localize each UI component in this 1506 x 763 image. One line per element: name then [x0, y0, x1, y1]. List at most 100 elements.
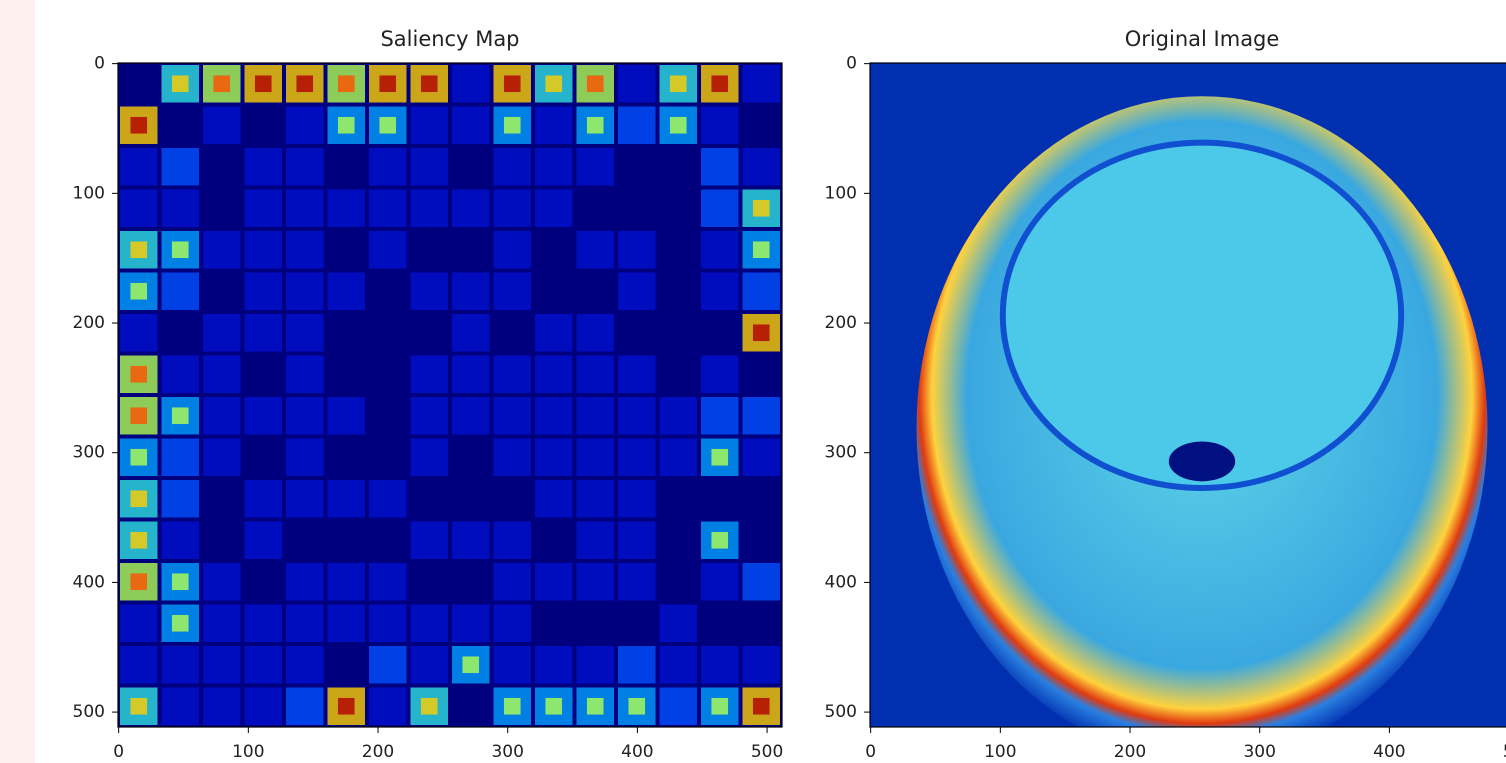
- saliency-patch: [162, 688, 200, 726]
- saliency-patch: [162, 522, 200, 560]
- saliency-patch: [286, 605, 324, 643]
- saliency-patch: [286, 231, 324, 269]
- saliency-patch: [369, 148, 407, 186]
- saliency-patch: [369, 605, 407, 643]
- saliency-patch: [286, 190, 324, 228]
- saliency-patch: [286, 314, 324, 352]
- saliency-patch: [245, 148, 283, 186]
- saliency-patch: [245, 522, 283, 560]
- saliency-patch: [452, 65, 490, 103]
- saliency-patch: [369, 646, 407, 684]
- saliency-patch: [369, 688, 407, 726]
- saliency-patch: [743, 397, 781, 435]
- x-tick-label: 400: [1373, 742, 1405, 762]
- saliency-patch: [203, 397, 241, 435]
- saliency-patch: [618, 439, 656, 477]
- saliency-patch: [618, 65, 656, 103]
- saliency-patch: [535, 314, 573, 352]
- saliency-patch: [452, 397, 490, 435]
- saliency-patch: [618, 356, 656, 394]
- saliency-hot: [711, 532, 728, 549]
- saliency-patch: [286, 439, 324, 477]
- saliency-patch: [535, 148, 573, 186]
- saliency-patch: [203, 605, 241, 643]
- saliency-patch: [245, 688, 283, 726]
- saliency-patch: [535, 397, 573, 435]
- saliency-patch: [203, 314, 241, 352]
- image: [118, 63, 782, 727]
- saliency-patch: [452, 190, 490, 228]
- saliency-hot: [338, 698, 355, 715]
- saliency-hot: [711, 449, 728, 466]
- saliency-patch: [494, 397, 532, 435]
- saliency-patch: [203, 646, 241, 684]
- saliency-patch: [494, 231, 532, 269]
- saliency-patch: [411, 107, 449, 145]
- saliency-patch: [203, 107, 241, 145]
- y-tick-label: 500: [73, 702, 105, 722]
- saliency-patch: [577, 148, 615, 186]
- x-tick-label: 0: [113, 742, 124, 762]
- saliency-patch: [535, 107, 573, 145]
- saliency-patch: [328, 480, 366, 518]
- saliency-hot: [421, 698, 438, 715]
- y-tick-label: 400: [825, 572, 857, 592]
- y-tick-label: 0: [94, 54, 105, 74]
- saliency-patch: [203, 231, 241, 269]
- saliency-hot: [172, 615, 189, 632]
- saliency-patch: [701, 231, 739, 269]
- saliency-hot: [296, 75, 313, 92]
- saliency-patch: [577, 439, 615, 477]
- saliency-patch: [411, 148, 449, 186]
- y-tick-label: 300: [825, 443, 857, 463]
- saliency-patch: [162, 273, 200, 311]
- saliency-patch: [494, 190, 532, 228]
- saliency-patch: [452, 356, 490, 394]
- saliency-patch: [245, 314, 283, 352]
- saliency-patch: [452, 314, 490, 352]
- saliency-hot: [130, 698, 147, 715]
- saliency-patch: [701, 273, 739, 311]
- saliency-patch: [286, 356, 324, 394]
- saliency-patch: [618, 646, 656, 684]
- saliency-hot: [587, 75, 604, 92]
- saliency-patch: [494, 356, 532, 394]
- saliency-patch: [245, 480, 283, 518]
- saliency-patch: [411, 439, 449, 477]
- saliency-patch: [577, 356, 615, 394]
- saliency-hot: [172, 75, 189, 92]
- saliency-patch: [328, 273, 366, 311]
- x-tick-label: 0: [865, 742, 876, 762]
- saliency-hot: [421, 75, 438, 92]
- x-tick-label: 200: [1114, 742, 1146, 762]
- y-tick-label: 200: [73, 313, 105, 333]
- saliency-patch: [162, 646, 200, 684]
- saliency-patch: [618, 231, 656, 269]
- saliency-patch: [286, 563, 324, 601]
- saliency-patch: [494, 148, 532, 186]
- saliency-patch: [369, 190, 407, 228]
- saliency-hot: [130, 283, 147, 300]
- saliency-patch: [701, 148, 739, 186]
- saliency-patch: [286, 480, 324, 518]
- x-tick-label: 100: [232, 742, 264, 762]
- saliency-patch: [701, 563, 739, 601]
- saliency-patch: [618, 563, 656, 601]
- saliency-hot: [670, 117, 687, 134]
- y-tick-label: 100: [825, 183, 857, 203]
- saliency-hot: [504, 75, 521, 92]
- saliency-hot: [628, 698, 645, 715]
- saliency-hot: [130, 117, 147, 134]
- saliency-hot: [711, 75, 728, 92]
- saliency-patch: [245, 397, 283, 435]
- saliency-patch: [411, 273, 449, 311]
- saliency-patch: [328, 190, 366, 228]
- saliency-hot: [670, 75, 687, 92]
- saliency-patch: [618, 273, 656, 311]
- saliency-patch: [286, 148, 324, 186]
- saliency-patch: [286, 688, 324, 726]
- saliency-patch: [286, 646, 324, 684]
- saliency-patch: [494, 273, 532, 311]
- saliency-hot: [130, 573, 147, 590]
- saliency-hot: [753, 241, 770, 258]
